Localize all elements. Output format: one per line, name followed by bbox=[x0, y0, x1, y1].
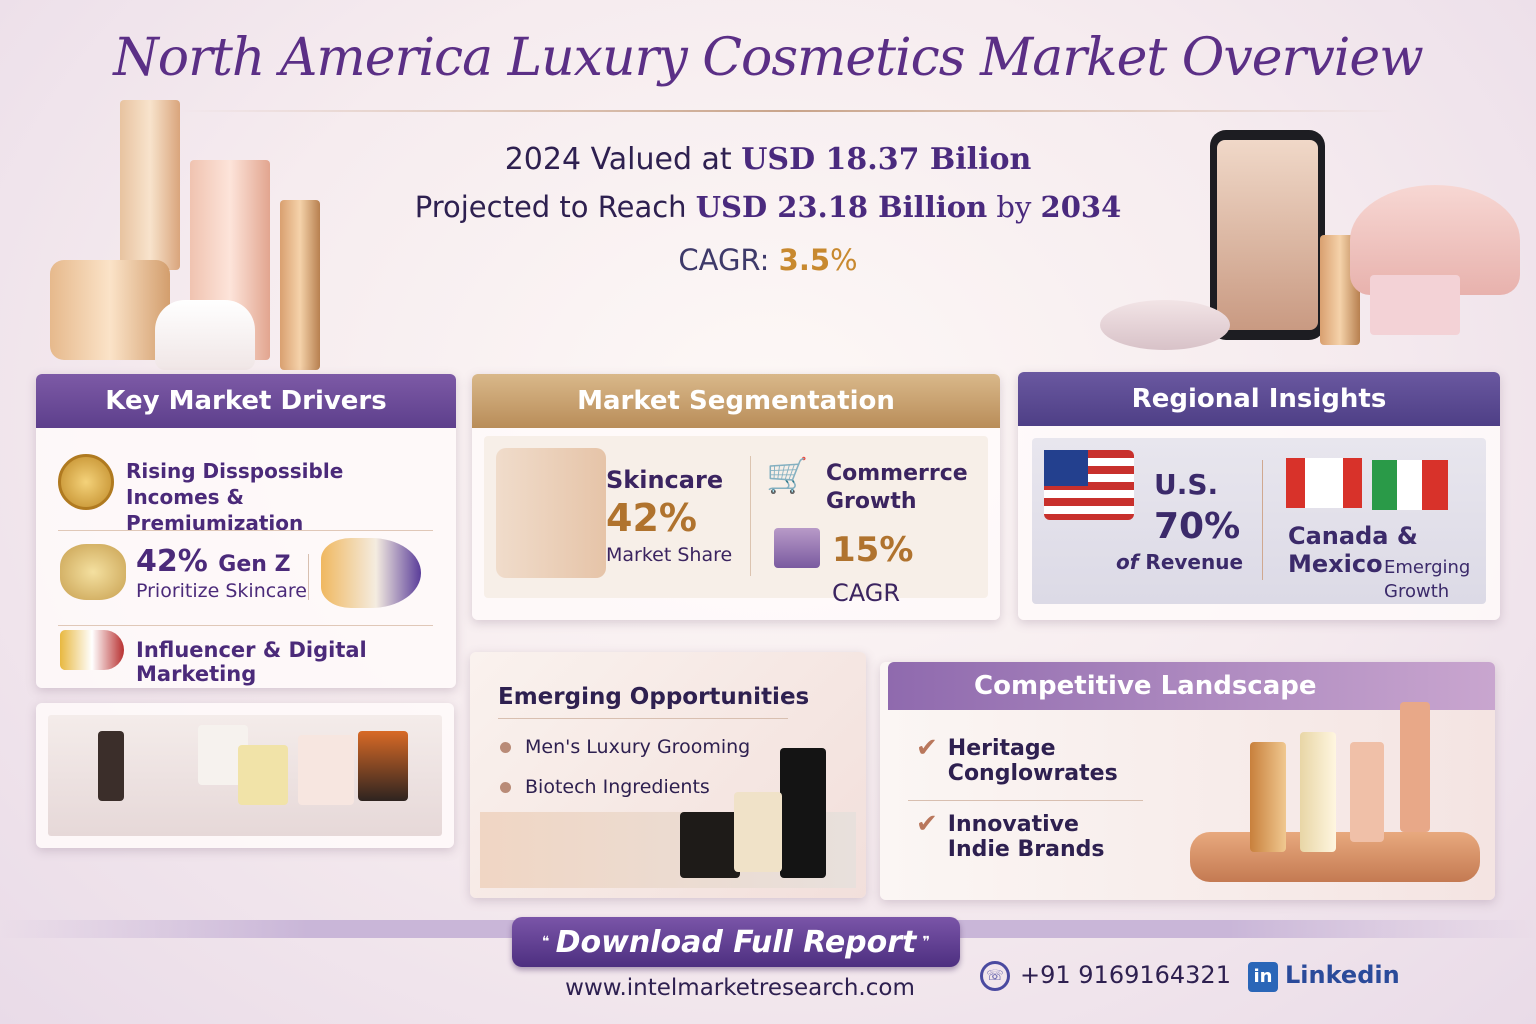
competitor-item: ✔ Innovative Indie Brands bbox=[916, 809, 1116, 862]
cagr-line: CAGR: 3.5% bbox=[0, 243, 1536, 277]
projection-prefix: Projected to Reach bbox=[414, 190, 687, 224]
us-flag-map-icon bbox=[1044, 450, 1134, 520]
phone-screen-face bbox=[1217, 140, 1318, 330]
valuation-value: USD 18.37 Bilion bbox=[741, 142, 1032, 177]
driver-income: Rising Disspossible Incomes & Premiumiza… bbox=[126, 459, 344, 535]
cosmetics-products-image-right bbox=[1090, 125, 1530, 365]
us-label: U.S. bbox=[1154, 468, 1219, 501]
linkedin-icon: in bbox=[1248, 962, 1278, 992]
opportunity-item: Biotech Ingredients bbox=[500, 776, 710, 798]
download-label: Download Full Report bbox=[555, 924, 917, 960]
us-sub: of Revenue bbox=[1116, 550, 1243, 574]
emerging-opportunities-panel: Emerging Opportunities Men's Luxury Groo… bbox=[470, 652, 866, 898]
commerce-stat: 15% CAGR bbox=[832, 530, 988, 610]
checkmark-icon: ✔ bbox=[916, 809, 938, 839]
commerce-label: Commerrce Growth bbox=[826, 461, 968, 514]
cagr-label: CAGR: bbox=[678, 243, 770, 277]
skincare-sub: Market Share bbox=[606, 544, 733, 566]
skincare-value: 42% bbox=[606, 496, 697, 540]
mexico-flag-icon bbox=[1372, 460, 1448, 510]
divider bbox=[908, 800, 1143, 801]
website-link[interactable]: www.intelmarketresearch.com bbox=[565, 975, 915, 1001]
projection-year: 2034 bbox=[1040, 190, 1122, 224]
projection-line: Projected to Reach USD 23.18 Billion by … bbox=[0, 190, 1536, 224]
us-sub-text: Revenue bbox=[1145, 550, 1244, 574]
product-lineup-image bbox=[48, 715, 442, 836]
commerce-sub: CAGR bbox=[832, 579, 901, 607]
cagr-value: 3.5 bbox=[778, 243, 831, 277]
competitor-label: Innovative Indie Brands bbox=[947, 812, 1105, 862]
coins-icon bbox=[60, 544, 126, 600]
regional-body: U.S. 70% of Revenue Canada & Mexico Emer… bbox=[1032, 438, 1486, 604]
regional-insights-panel: Regional Insights U.S. 70% of Revenue Ca… bbox=[1018, 372, 1500, 620]
divider bbox=[308, 554, 309, 600]
competitive-landscape-panel: Competitive Landscape ✔ Heritage Conglowr… bbox=[880, 662, 1495, 900]
canada-flag-icon bbox=[1286, 458, 1362, 508]
shopping-basket-icon bbox=[774, 528, 820, 568]
product-lineup-panel bbox=[36, 703, 454, 848]
megaphone-hand-icon bbox=[321, 538, 421, 608]
divider bbox=[498, 718, 788, 719]
dollar-coin-icon bbox=[58, 454, 114, 510]
commerce-value: 15% bbox=[832, 530, 914, 570]
genz-value: 42% bbox=[136, 544, 208, 579]
megaphone-icon bbox=[60, 630, 124, 670]
market-segmentation-panel: Market Segmentation Skincare 42% Market … bbox=[472, 374, 1000, 620]
genz-sub: Prioritize Skincare bbox=[136, 580, 307, 602]
genz-stat: 42% Gen Z bbox=[136, 544, 291, 579]
canada-mexico-label: Canada & Mexico bbox=[1288, 522, 1418, 578]
divider bbox=[58, 530, 433, 531]
bullet-icon bbox=[500, 742, 511, 753]
driver-influencer: Influencer & Digital Marketing bbox=[136, 638, 367, 686]
skincare-products-image bbox=[496, 448, 606, 578]
genz-label: Gen Z bbox=[218, 552, 291, 577]
linkedin-link[interactable]: Linkedin bbox=[1285, 961, 1400, 989]
skincare-label: Skincare bbox=[606, 466, 724, 494]
divider bbox=[750, 456, 751, 576]
cagr-unit: % bbox=[830, 243, 858, 277]
projection-by: by bbox=[996, 190, 1032, 224]
luxury-tray-products-image bbox=[1170, 702, 1490, 892]
competitor-label: Heritage Conglowrates bbox=[947, 736, 1118, 786]
competitor-item: ✔ Heritage Conglowrates bbox=[916, 733, 1156, 786]
canada-mexico-sub: Emerging Growth bbox=[1384, 557, 1471, 602]
opportunity-label: Men's Luxury Grooming bbox=[525, 736, 751, 758]
valuation-line: 2024 Valued at USD 18.37 Bilion bbox=[0, 142, 1536, 177]
us-sub-of: of bbox=[1116, 550, 1139, 574]
divider bbox=[1262, 460, 1263, 580]
valuation-prefix: 2024 Valued at bbox=[504, 142, 732, 177]
panel-header: Regional Insights bbox=[1018, 372, 1500, 426]
opportunity-item: Men's Luxury Grooming bbox=[500, 736, 750, 758]
cosmetics-products-image-left bbox=[20, 100, 440, 370]
segmentation-body: Skincare 42% Market Share 🛒 Commerrce Gr… bbox=[484, 436, 988, 607]
panel-header: Competitive Landscape bbox=[888, 662, 1495, 710]
panel-header: Key Market Drivers bbox=[36, 374, 456, 428]
divider bbox=[58, 625, 433, 626]
phone-globe-icon: ☏ bbox=[980, 961, 1010, 991]
bullet-icon bbox=[500, 782, 511, 793]
download-report-button[interactable]: ❝ Download Full Report ❞ bbox=[512, 917, 960, 967]
checkmark-icon: ✔ bbox=[916, 733, 938, 763]
opportunity-label: Biotech Ingredients bbox=[525, 776, 710, 798]
phone-number[interactable]: +91 9169164321 bbox=[1020, 961, 1231, 989]
projection-value: USD 23.18 Billion bbox=[695, 190, 988, 224]
panel-header: Market Segmentation bbox=[472, 374, 1000, 428]
us-value: 70% bbox=[1154, 506, 1241, 547]
page-title: North America Luxury Cosmetics Market Ov… bbox=[113, 28, 1423, 88]
key-market-drivers-panel: Key Market Drivers Rising Disspossible I… bbox=[36, 374, 456, 688]
grooming-products-image bbox=[480, 748, 856, 888]
shopping-cart-icon: 🛒 bbox=[766, 456, 809, 496]
panel-header: Emerging Opportunities bbox=[498, 684, 810, 710]
divider bbox=[180, 110, 1400, 112]
